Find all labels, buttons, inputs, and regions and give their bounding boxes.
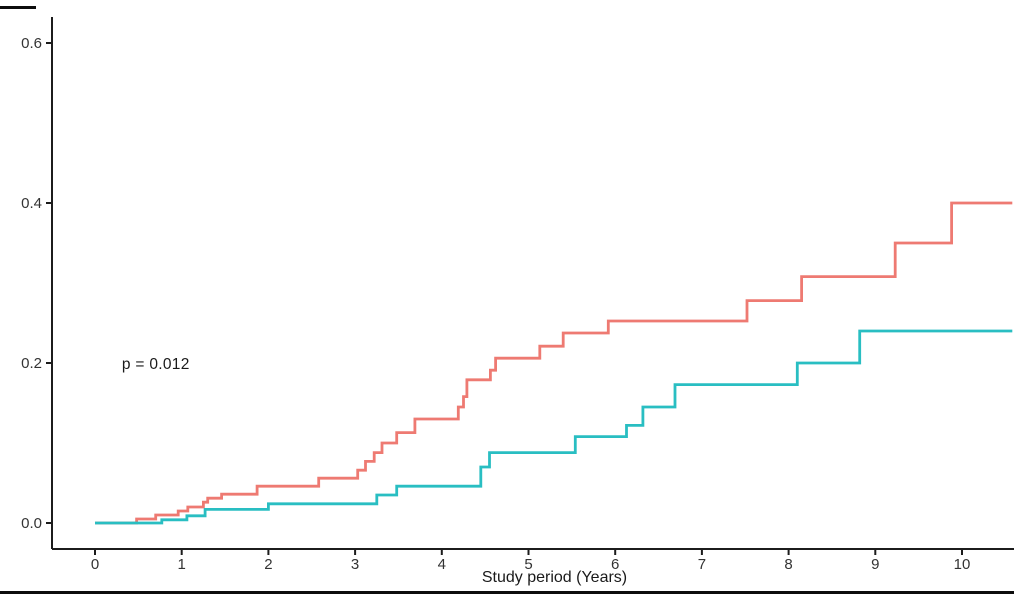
survival-curve-group-2-teal: [95, 329, 1013, 525]
x-axis-title: Study period (Years): [481, 569, 628, 586]
x-tick-label: 5: [524, 556, 532, 573]
x-tick-label: 4: [438, 556, 446, 573]
y-tick-label: 0.6: [21, 35, 42, 52]
x-tick-label: 1: [178, 556, 186, 573]
x-tick-label: 3: [351, 556, 359, 573]
x-tick-label: 10: [954, 556, 971, 573]
x-tick-label: 2: [264, 556, 272, 573]
y-tick-label: 0.4: [21, 195, 42, 212]
figure-bottom-border: [0, 591, 1014, 594]
y-tick-label: 0.2: [21, 355, 42, 372]
x-tick-label: 8: [784, 556, 792, 573]
x-tick-label: 6: [611, 556, 619, 573]
p-value-annotation: p = 0.012: [121, 355, 190, 373]
x-tick-label: 9: [871, 556, 879, 573]
y-tick-label: 0.0: [21, 515, 42, 532]
x-tick-label: 0: [91, 556, 99, 573]
survival-curve-group-1-red: [95, 201, 1013, 525]
scan-artifact-line: [0, 6, 36, 9]
x-tick-label: 7: [698, 556, 706, 573]
